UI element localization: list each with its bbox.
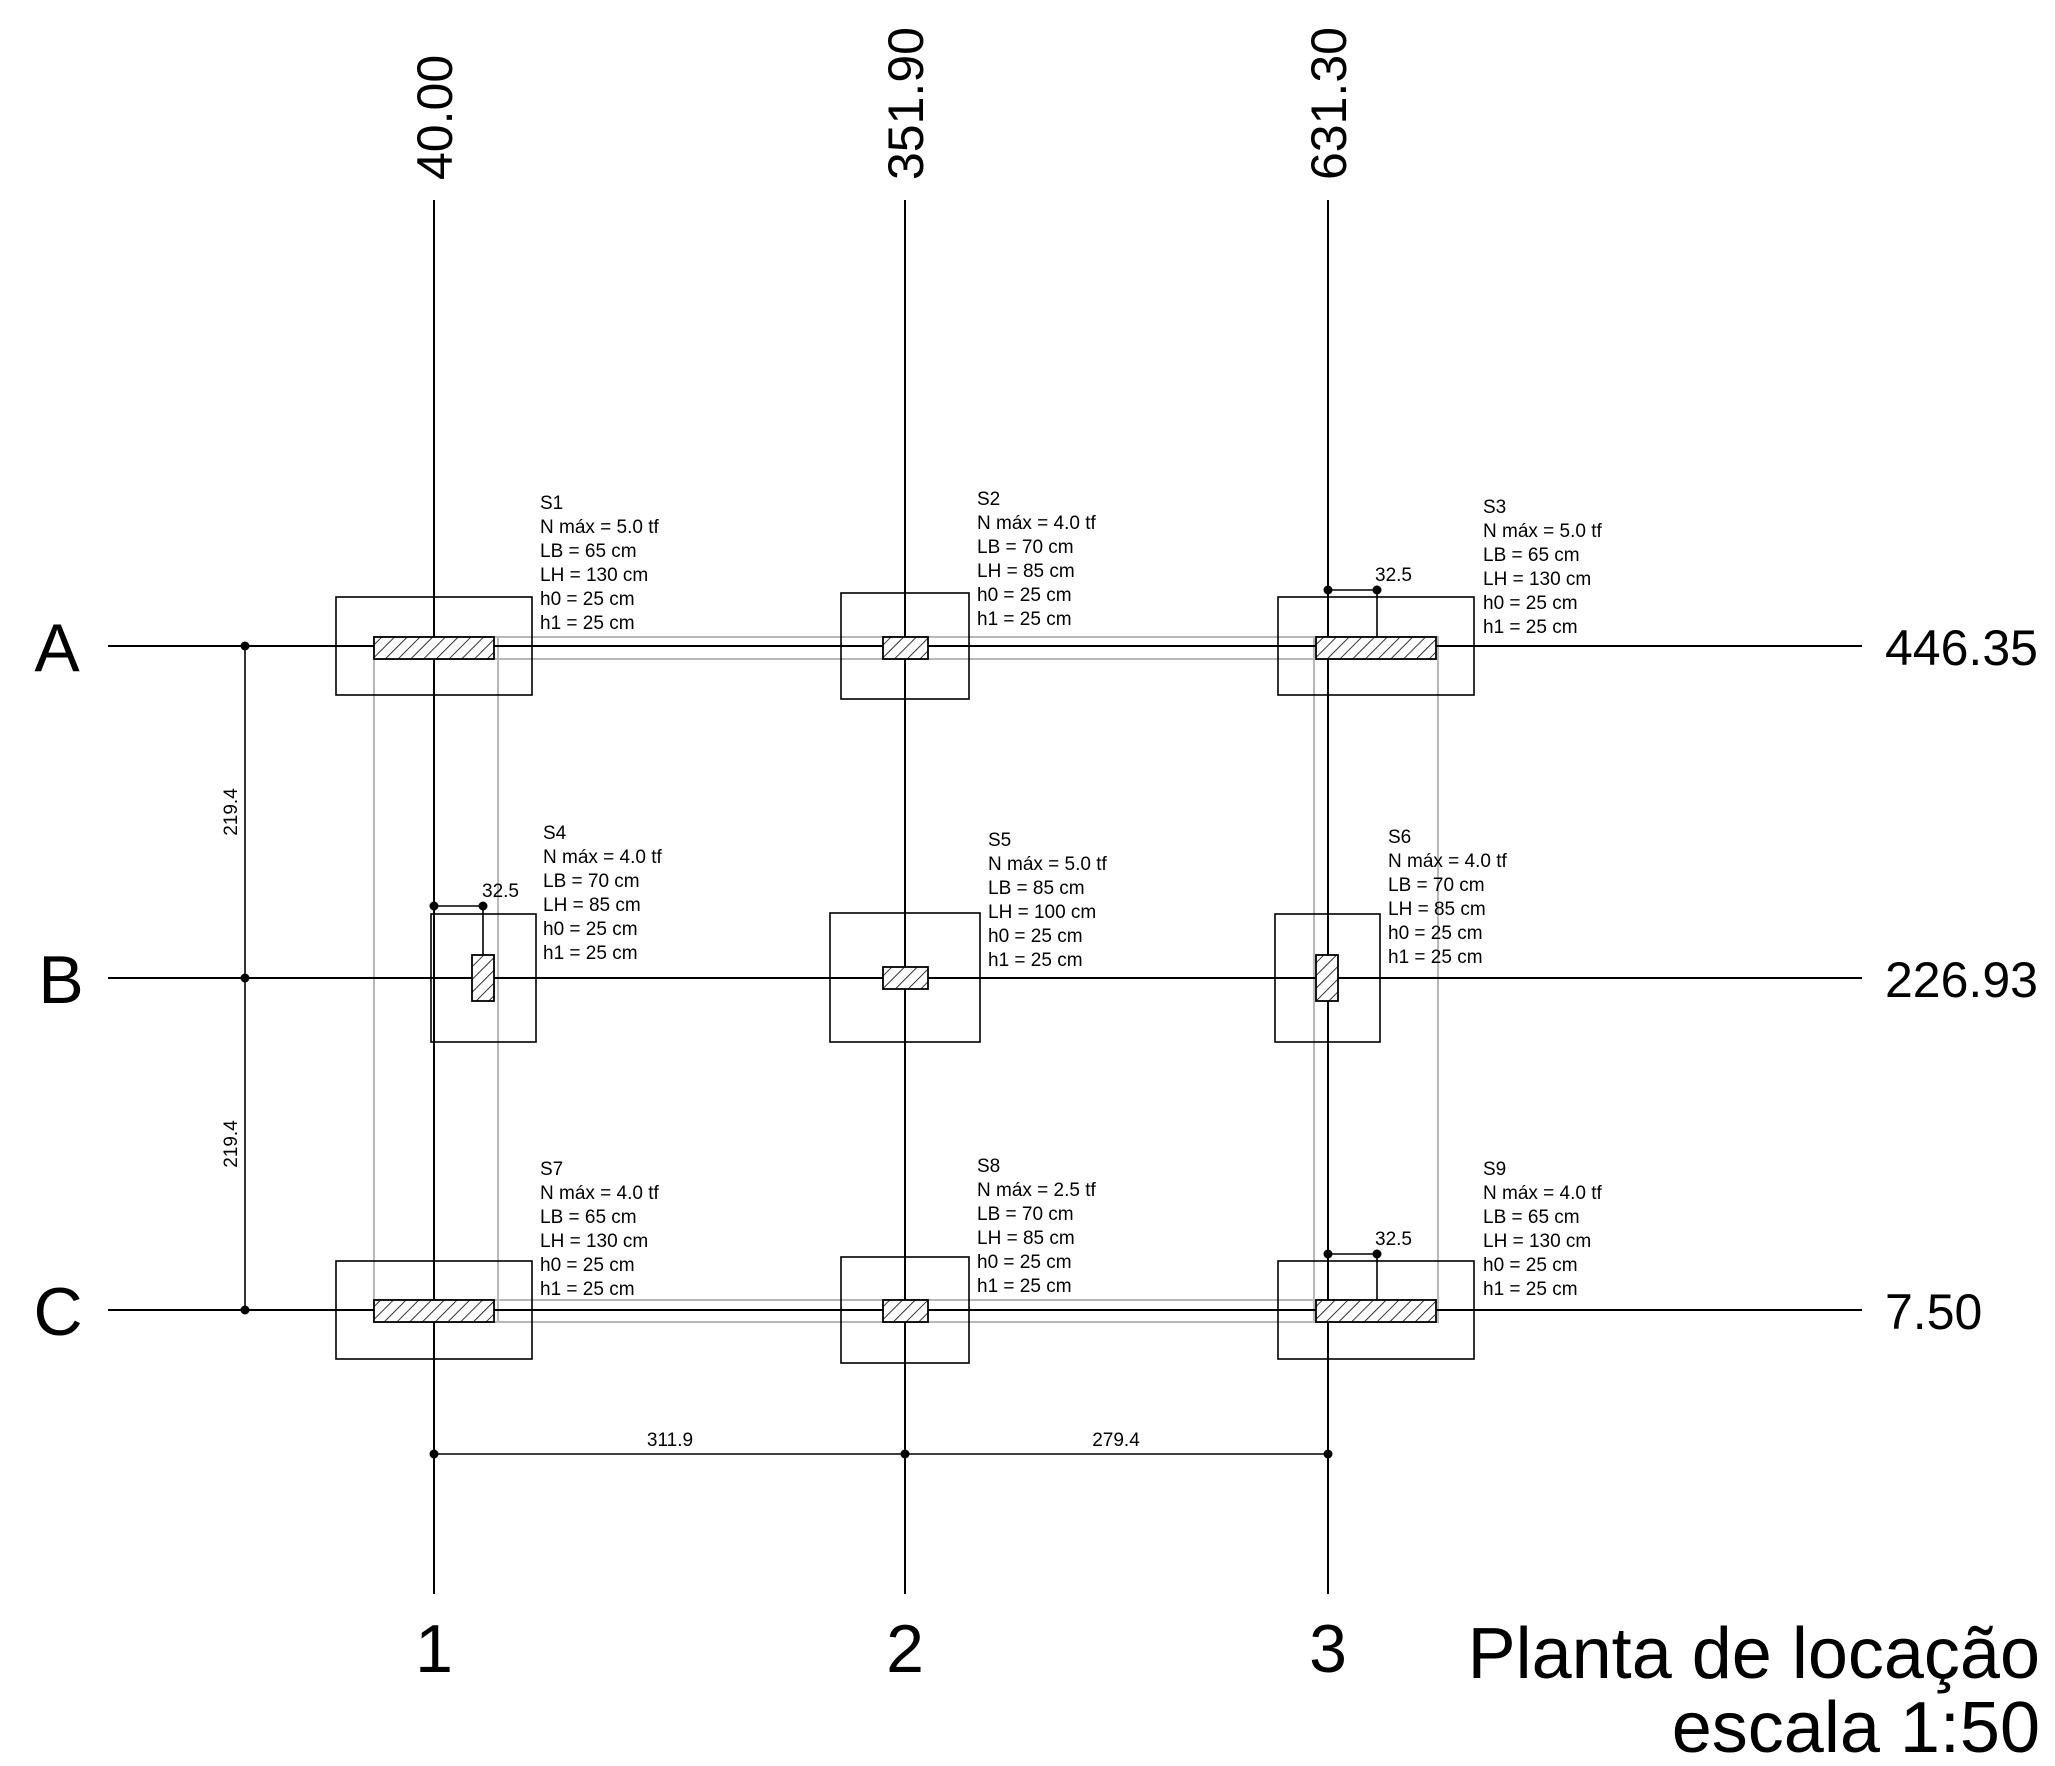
dim-dot bbox=[240, 1305, 250, 1315]
footing-s2 bbox=[840, 592, 970, 700]
dim-dot bbox=[240, 973, 250, 983]
column-s2 bbox=[882, 636, 929, 660]
footing-label-s5: S5 N máx = 5.0 tf LB = 85 cm LH = 100 cm… bbox=[988, 830, 1112, 971]
footings bbox=[335, 592, 1475, 1364]
footing-s3 bbox=[1277, 596, 1475, 696]
drawing-scale: escala 1:50 bbox=[1672, 1688, 2040, 1766]
footing-s6 bbox=[1274, 913, 1381, 1043]
column-s9 bbox=[1315, 1299, 1437, 1323]
axis-name-3: 3 bbox=[1309, 1611, 1347, 1687]
dim-text-1-2: 311.9 bbox=[647, 1430, 693, 1451]
axis-coordinates: 40.00 351.90 631.30 446.35 226.93 7.50 bbox=[407, 27, 2038, 1340]
dim-text-a-b: 219.4 bbox=[221, 788, 242, 836]
column-s4 bbox=[471, 954, 495, 1002]
dim-dot bbox=[1372, 585, 1382, 595]
dimension-lines: 219.4 219.4 311.9 279.4 32.5 32.5 32.5 bbox=[221, 565, 1412, 1459]
footing-s7 bbox=[335, 1260, 533, 1360]
axis-name-2: 2 bbox=[886, 1611, 924, 1687]
axis-name-b: B bbox=[38, 942, 83, 1018]
footing-label-s3: S3 N máx = 5.0 tf LB = 65 cm LH = 130 cm… bbox=[1483, 497, 1607, 638]
axis-coord-b: 226.93 bbox=[1885, 952, 2038, 1008]
offset-text-s3: 32.5 bbox=[1375, 565, 1412, 586]
footing-label-s7: S7 N máx = 4.0 tf LB = 65 cm LH = 130 cm… bbox=[540, 1159, 664, 1300]
footing-label-s2: S2 N máx = 4.0 tf LB = 70 cm LH = 85 cm … bbox=[977, 489, 1101, 630]
dim-dot bbox=[1323, 585, 1333, 595]
footing-label-s9: S9 N máx = 4.0 tf LB = 65 cm LH = 130 cm… bbox=[1483, 1159, 1607, 1300]
column-s1 bbox=[373, 636, 495, 660]
axis-coord-a: 446.35 bbox=[1885, 620, 2038, 676]
axis-coord-2: 351.90 bbox=[878, 27, 934, 180]
column-s5 bbox=[882, 966, 929, 990]
footing-label-s8: S8 N máx = 2.5 tf LB = 70 cm LH = 85 cm … bbox=[977, 1156, 1101, 1297]
column-s7 bbox=[373, 1299, 495, 1323]
dim-dot bbox=[240, 641, 250, 651]
axis-coord-c: 7.50 bbox=[1885, 1284, 1982, 1340]
dim-text-2-3: 279.4 bbox=[1092, 1430, 1140, 1451]
axis-name-1: 1 bbox=[415, 1611, 453, 1687]
footing-s5 bbox=[829, 912, 981, 1043]
axis-coord-3: 631.30 bbox=[1301, 27, 1357, 180]
offset-text-s9: 32.5 bbox=[1375, 1229, 1412, 1250]
dim-dot bbox=[1323, 1249, 1333, 1259]
axis-names: 1 2 3 A B C bbox=[33, 610, 1346, 1687]
axis-coord-1: 40.00 bbox=[407, 55, 463, 180]
column-s8 bbox=[882, 1299, 929, 1323]
column-s6 bbox=[1315, 954, 1339, 1002]
column-s3 bbox=[1315, 636, 1437, 660]
dim-text-b-c: 219.4 bbox=[221, 1120, 242, 1168]
footing-label-s6: S6 N máx = 4.0 tf LB = 70 cm LH = 85 cm … bbox=[1388, 827, 1512, 968]
dim-dot bbox=[1323, 1449, 1333, 1459]
footing-label-s4: S4 N máx = 4.0 tf LB = 70 cm LH = 85 cm … bbox=[543, 823, 667, 964]
dim-dot bbox=[478, 901, 488, 911]
footing-labels: S1 N máx = 5.0 tf LB = 65 cm LH = 130 cm… bbox=[540, 489, 1607, 1300]
dim-dot bbox=[900, 1449, 910, 1459]
axis-name-c: C bbox=[33, 1274, 82, 1350]
footing-s9 bbox=[1277, 1260, 1475, 1360]
axis-name-a: A bbox=[34, 610, 80, 686]
dim-dot bbox=[429, 901, 439, 911]
footing-label-s1: S1 N máx = 5.0 tf LB = 65 cm LH = 130 cm… bbox=[540, 493, 664, 634]
footing-s8 bbox=[840, 1256, 970, 1364]
offset-text-s4: 32.5 bbox=[482, 881, 519, 902]
footing-s1 bbox=[335, 596, 533, 696]
dim-dot bbox=[1372, 1249, 1382, 1259]
drawing-title: Planta de locação bbox=[1468, 1614, 2040, 1694]
grid-axes bbox=[108, 200, 1862, 1594]
dim-dot bbox=[429, 1449, 439, 1459]
